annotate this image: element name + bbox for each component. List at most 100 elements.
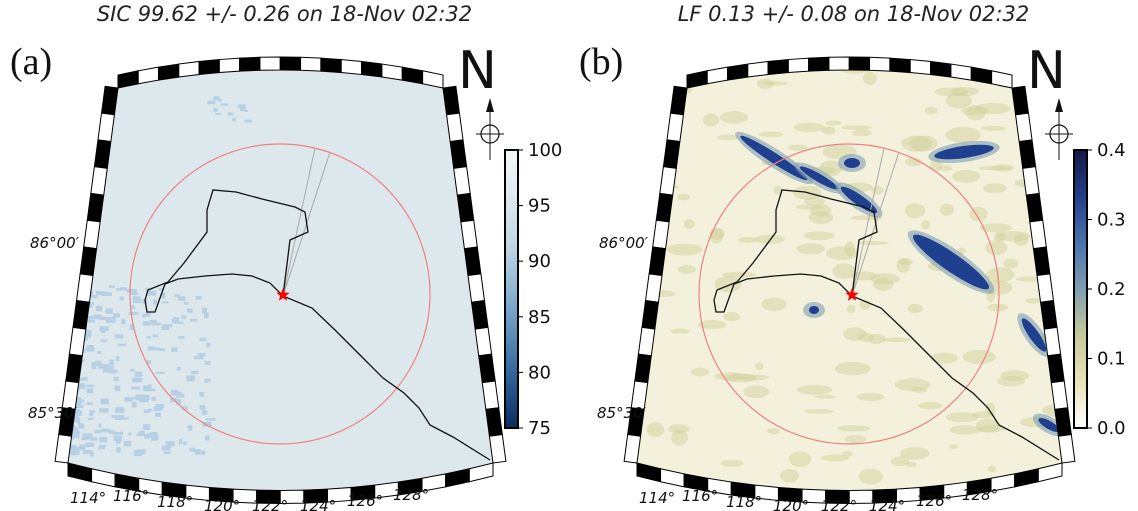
sic-patch — [143, 424, 151, 431]
b-frame-segment-right — [1057, 433, 1076, 464]
sic-patch — [114, 385, 121, 392]
sic-patch — [116, 447, 121, 453]
sic-patch — [100, 363, 104, 366]
lf-patch — [761, 297, 787, 312]
b-frame-segment-top — [828, 56, 850, 71]
sic-patch — [89, 410, 96, 413]
lf-lead — [809, 306, 819, 314]
sic-patch — [186, 375, 195, 382]
sic-patch — [94, 429, 102, 434]
b-frame-segment-top — [930, 60, 952, 78]
sic-patch — [161, 326, 170, 331]
sic-patch — [74, 410, 82, 416]
lf-patch — [723, 312, 741, 322]
sic-patch — [124, 397, 133, 402]
sic-patch — [114, 334, 124, 339]
sic-patch — [108, 369, 118, 374]
b-north-letter: N — [1027, 41, 1066, 101]
sic-patch — [99, 436, 108, 443]
lf-patch — [841, 125, 873, 130]
lf-patch — [773, 185, 782, 195]
lf-patch — [996, 231, 1031, 242]
sic-patch — [128, 432, 132, 436]
sic-patch — [207, 101, 211, 105]
lf-patch — [666, 243, 703, 256]
b-lon-label: 124° — [869, 497, 905, 511]
sic-patch — [70, 426, 78, 432]
b-frame-segment-top — [747, 60, 769, 78]
sic-patch — [70, 288, 75, 292]
sic-patch — [137, 449, 146, 455]
a-colorbar-label: 75 — [528, 418, 551, 439]
lf-patch — [839, 70, 872, 74]
sic-patch — [128, 311, 139, 316]
sic-patch — [227, 112, 234, 116]
lf-patch — [904, 157, 922, 167]
a-map-frame — [54, 56, 507, 505]
sic-patch — [220, 103, 229, 106]
sic-patch — [123, 441, 132, 447]
lf-patch — [788, 451, 812, 467]
lf-patch — [982, 183, 1007, 194]
sic-patch — [101, 428, 111, 433]
sic-patch — [113, 435, 123, 441]
lf-patch — [779, 468, 800, 483]
sic-patch — [70, 433, 80, 439]
lf-patch — [900, 446, 930, 460]
sic-patch — [71, 449, 80, 455]
sic-patch — [178, 439, 183, 445]
b-colorbar-label: 0.4 — [1097, 140, 1126, 161]
a-frame-segment-top — [300, 56, 322, 72]
lf-patch — [788, 144, 808, 151]
b-colorbar-label: 0.0 — [1097, 418, 1126, 439]
sic-patch — [181, 315, 187, 319]
lf-patch — [1048, 216, 1062, 232]
sic-patch — [130, 292, 139, 296]
lf-patch — [949, 444, 958, 449]
sic-patch — [113, 376, 119, 382]
sic-patch — [132, 296, 141, 301]
sic-patch — [162, 301, 169, 304]
sic-patch — [183, 441, 187, 445]
lf-patch — [870, 273, 900, 285]
lf-patch — [826, 246, 859, 261]
sic-patch — [213, 96, 220, 101]
sic-patch — [213, 108, 218, 112]
sic-patch — [143, 320, 152, 326]
sic-patch — [109, 359, 115, 366]
sic-patch — [201, 450, 206, 455]
a-frame-segment-top — [361, 60, 383, 78]
lf-patch — [846, 304, 856, 314]
sic-patch — [237, 104, 246, 108]
sic-patch — [98, 423, 102, 428]
a-frame-segment-top — [320, 57, 342, 74]
lf-patch — [938, 165, 953, 172]
sic-patch — [86, 345, 94, 351]
panel-a-letter: (a) — [10, 41, 53, 83]
b-frame-segment-top — [909, 58, 932, 76]
lf-patch — [796, 384, 833, 395]
sic-patch — [217, 99, 222, 102]
sic-patch — [135, 394, 145, 398]
sic-patch — [204, 312, 209, 319]
lf-patch — [720, 459, 744, 467]
sic-patch — [162, 324, 173, 328]
lf-patch — [803, 231, 835, 241]
sic-patch — [152, 334, 159, 338]
b-colorbar: 0.4 0.3 0.2 0.1 0.0 — [1073, 140, 1126, 439]
b-frame-segment-top — [950, 63, 972, 81]
b-north-arrow: N — [1027, 41, 1073, 160]
sic-patch — [188, 425, 193, 431]
a-north-arrow-head — [486, 98, 494, 112]
sic-patch — [149, 319, 157, 324]
sic-patch — [91, 295, 98, 299]
sic-patch — [102, 367, 110, 373]
lf-patch — [911, 386, 928, 393]
panel-b-title: LF 0.13 +/- 0.08 on 18-Nov 02:32 — [677, 2, 1030, 26]
lf-patch — [945, 126, 982, 143]
b-frame-segment-top — [869, 56, 891, 72]
lf-patch — [890, 456, 910, 466]
a-colorbar-label: 100 — [528, 140, 562, 161]
a-frame-segment-right — [488, 433, 507, 464]
lf-patch — [762, 81, 789, 86]
